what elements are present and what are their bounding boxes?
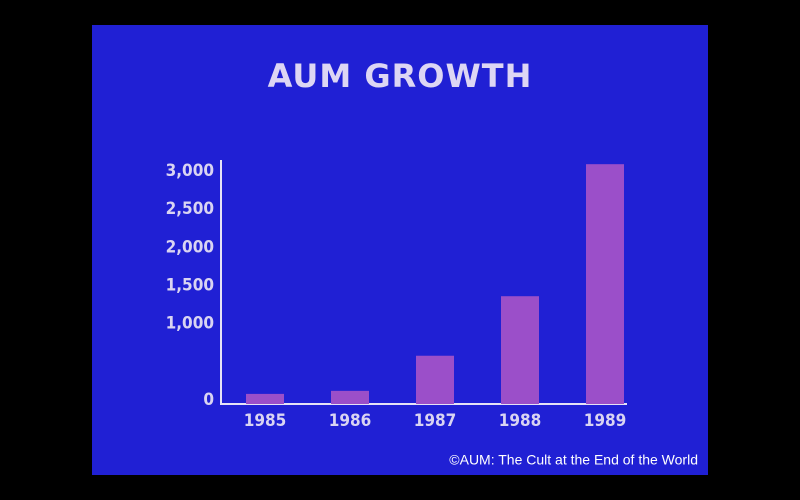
x-tick-label: 1986 [329, 411, 372, 431]
y-tick-label: 1,500 [166, 276, 214, 296]
x-tick-label: 1989 [584, 411, 627, 431]
y-tick-label: 3,000 [166, 161, 214, 181]
x-tick-label: 1985 [244, 411, 287, 431]
bar [331, 390, 369, 404]
bar [586, 164, 624, 404]
y-tick-label: 1,000 [166, 314, 214, 334]
x-tick-label: 1988 [499, 411, 542, 431]
y-tick-label: 2,500 [166, 199, 214, 219]
y-tick-label: 0 [203, 390, 214, 410]
bar [246, 393, 284, 404]
y-tick-label: 2,000 [166, 237, 214, 257]
chart-title: AUM GROWTH [268, 57, 533, 95]
bar [416, 355, 454, 404]
bar [501, 296, 539, 404]
x-tick-label: 1987 [414, 411, 457, 431]
caption: ©AUM: The Cult at the End of the World [449, 452, 698, 468]
